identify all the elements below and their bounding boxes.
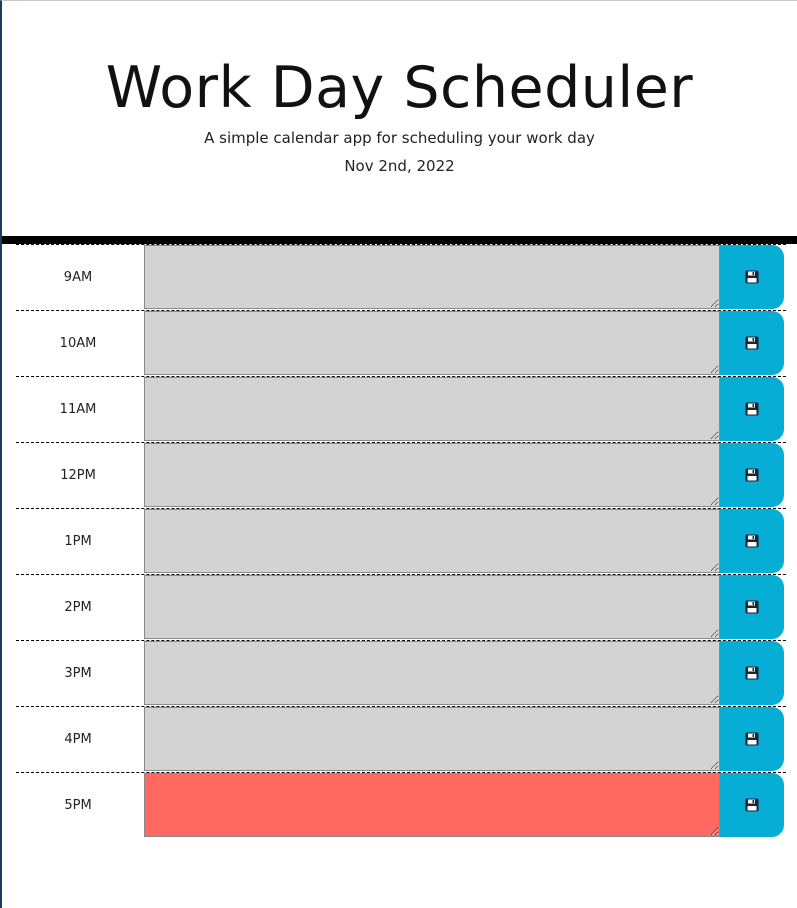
task-description-input[interactable] xyxy=(144,707,720,771)
task-description-input[interactable] xyxy=(144,245,720,309)
save-button[interactable] xyxy=(720,377,784,441)
task-description-input[interactable] xyxy=(144,575,720,639)
floppy-disk-icon xyxy=(745,798,759,812)
hour-label: 12PM xyxy=(60,468,96,483)
floppy-disk-icon xyxy=(745,534,759,548)
floppy-disk-icon xyxy=(745,270,759,284)
floppy-disk-icon xyxy=(745,402,759,416)
hour-label: 3PM xyxy=(64,666,92,681)
task-description-input[interactable] xyxy=(144,773,720,837)
save-button[interactable] xyxy=(720,773,784,837)
save-button[interactable] xyxy=(720,575,784,639)
task-description-input[interactable] xyxy=(144,377,720,441)
time-block-row: 3PM xyxy=(16,640,786,706)
hour-label: 11AM xyxy=(59,402,97,417)
hour-label: 5PM xyxy=(64,798,92,813)
save-button[interactable] xyxy=(720,443,784,507)
time-block-row: 5PM xyxy=(16,772,786,838)
hour-label: 2PM xyxy=(64,600,92,615)
hour-label: 1PM xyxy=(64,534,92,549)
time-block-row: 1PM xyxy=(16,508,786,574)
task-description-input[interactable] xyxy=(144,509,720,573)
time-block-list: 9AM 10AM 11AM 12PM 1PM 2PM 3PM 4PM 5PM xyxy=(16,244,786,838)
header: Work Day Scheduler A simple calendar app… xyxy=(2,1,797,244)
time-block-row: 10AM xyxy=(16,310,786,376)
hour-label: 4PM xyxy=(64,732,92,747)
current-date: Nov 2nd, 2022 xyxy=(344,157,455,175)
floppy-disk-icon xyxy=(745,600,759,614)
time-block-row: 11AM xyxy=(16,376,786,442)
save-button[interactable] xyxy=(720,311,784,375)
save-button[interactable] xyxy=(720,245,784,309)
hour-label: 10AM xyxy=(59,336,97,351)
task-description-input[interactable] xyxy=(144,443,720,507)
page-subtitle: A simple calendar app for scheduling you… xyxy=(204,129,595,147)
floppy-disk-icon xyxy=(745,666,759,680)
time-block-row: 4PM xyxy=(16,706,786,772)
floppy-disk-icon xyxy=(745,468,759,482)
task-description-input[interactable] xyxy=(144,311,720,375)
save-button[interactable] xyxy=(720,509,784,573)
time-block-row: 2PM xyxy=(16,574,786,640)
hour-label: 9AM xyxy=(63,270,93,285)
time-block-row: 12PM xyxy=(16,442,786,508)
save-button[interactable] xyxy=(720,641,784,705)
floppy-disk-icon xyxy=(745,732,759,746)
page-title: Work Day Scheduler xyxy=(105,55,694,121)
save-button[interactable] xyxy=(720,707,784,771)
floppy-disk-icon xyxy=(745,336,759,350)
time-block-row: 9AM xyxy=(16,244,786,310)
task-description-input[interactable] xyxy=(144,641,720,705)
